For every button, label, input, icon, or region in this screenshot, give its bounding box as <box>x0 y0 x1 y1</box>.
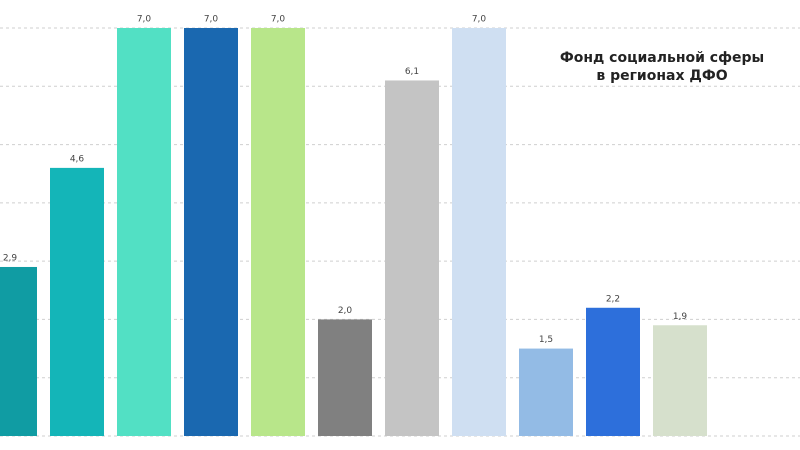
bar <box>0 266 37 436</box>
value-label: 6,1 <box>405 67 419 77</box>
value-label: 2,0 <box>338 306 353 316</box>
value-label: 1,9 <box>673 312 688 322</box>
bar <box>251 28 305 436</box>
bar <box>385 80 439 436</box>
chart-title: в регионах ДФО <box>596 68 727 84</box>
value-label: 1,5 <box>539 335 553 345</box>
value-label: 7,0 <box>472 15 487 25</box>
value-label: 7,0 <box>137 15 152 25</box>
bar <box>50 167 104 436</box>
value-label: 7,0 <box>271 15 286 25</box>
bar <box>184 28 238 436</box>
bar <box>452 28 506 436</box>
bar <box>318 319 372 436</box>
value-label: 2,9 <box>3 253 18 263</box>
value-label: 2,2 <box>606 294 620 304</box>
bar <box>519 348 573 436</box>
bars: 2,9 4,6 7,0 7,0 7,0 2,0 6,1 7,0 1,5 2,2 1,9 <box>0 15 707 436</box>
bar <box>653 325 707 436</box>
value-label: 7,0 <box>204 15 219 25</box>
bar <box>586 307 640 436</box>
value-label: 4,6 <box>70 154 85 164</box>
bar <box>117 28 171 436</box>
chart-title: Фонд социальной сферы <box>560 50 764 66</box>
